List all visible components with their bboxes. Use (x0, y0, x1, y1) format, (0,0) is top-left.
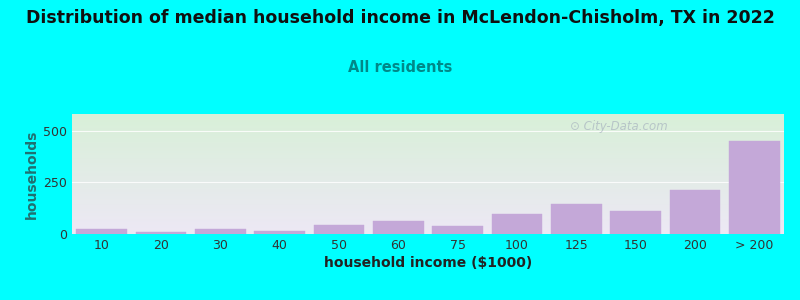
Bar (492, 214, 542, 234)
Text: All residents: All residents (348, 60, 452, 75)
Bar (136, 232, 186, 234)
Bar (195, 230, 246, 234)
Bar (373, 221, 423, 234)
Bar (551, 204, 602, 234)
Bar (670, 190, 720, 234)
Text: ⊙ City-Data.com: ⊙ City-Data.com (570, 120, 668, 133)
Bar (729, 141, 779, 234)
Bar (433, 226, 483, 234)
Bar (254, 231, 305, 234)
X-axis label: household income ($1000): household income ($1000) (324, 256, 532, 270)
Y-axis label: households: households (25, 129, 39, 219)
Bar (610, 211, 661, 234)
Bar (314, 225, 364, 234)
Text: Distribution of median household income in McLendon-Chisholm, TX in 2022: Distribution of median household income … (26, 9, 774, 27)
Bar (77, 230, 127, 234)
